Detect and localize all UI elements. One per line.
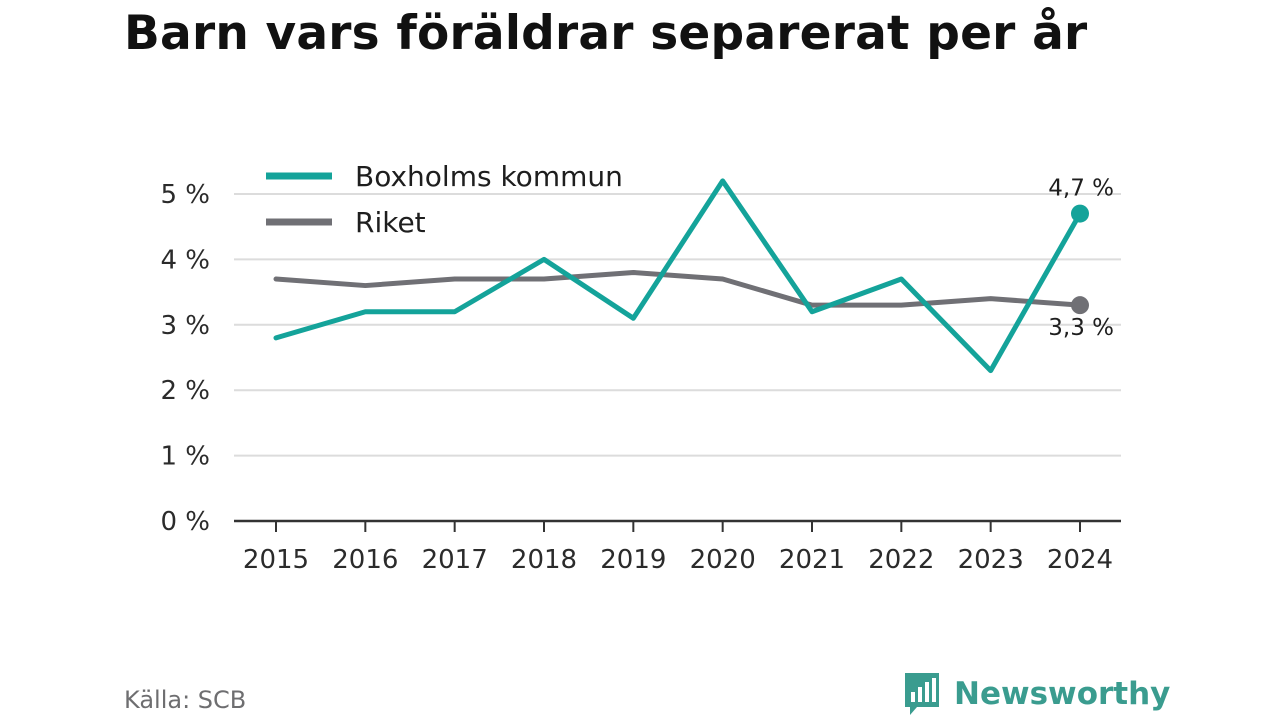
gridlines xyxy=(234,193,1121,457)
source-note: Källa: SCB xyxy=(124,686,247,714)
series-line-riket xyxy=(273,269,1083,308)
brand-logo: Newsworthy xyxy=(902,670,1170,718)
series-lines: 3,3 % 4,7 % xyxy=(273,176,1114,374)
end-value-label: 3,3 % xyxy=(1048,315,1114,341)
legend-label: Riket xyxy=(355,206,426,239)
series-end-point xyxy=(1071,204,1089,223)
y-axis-ticks: 0 % 1 % 2 % 3 % 4 % 5 % xyxy=(160,180,210,537)
x-tick-label: 2018 xyxy=(511,545,577,575)
end-value-label: 4,7 % xyxy=(1048,176,1114,202)
legend: Boxholms kommun Riket xyxy=(266,160,623,239)
series-line-boxholm xyxy=(273,178,1083,374)
x-tick-label: 2023 xyxy=(958,545,1024,575)
legend-label: Boxholms kommun xyxy=(355,160,623,193)
x-tick-label: 2024 xyxy=(1047,545,1113,575)
x-tick-label: 2017 xyxy=(422,545,488,575)
x-axis-ticks: 2015 2016 2017 2018 2019 2020 2021 2022 2023 2024 xyxy=(243,521,1113,575)
chart-title: Barn vars föräldrar separerat per år xyxy=(124,6,1088,61)
y-tick-label: 5 % xyxy=(160,180,210,210)
brand-name: Newsworthy xyxy=(954,676,1171,712)
y-tick-label: 3 % xyxy=(160,311,210,341)
x-tick-label: 2022 xyxy=(868,545,934,575)
y-tick-label: 2 % xyxy=(160,376,210,406)
x-tick-label: 2019 xyxy=(600,545,666,575)
y-tick-label: 0 % xyxy=(160,507,210,537)
y-tick-label: 1 % xyxy=(160,442,210,472)
y-tick-label: 4 % xyxy=(160,245,210,275)
newsworthy-logo-icon xyxy=(905,673,939,715)
x-tick-label: 2015 xyxy=(243,545,309,575)
series-end-point xyxy=(1071,296,1089,315)
x-tick-label: 2016 xyxy=(332,545,398,575)
x-tick-label: 2021 xyxy=(779,545,845,575)
x-tick-label: 2020 xyxy=(690,545,756,575)
